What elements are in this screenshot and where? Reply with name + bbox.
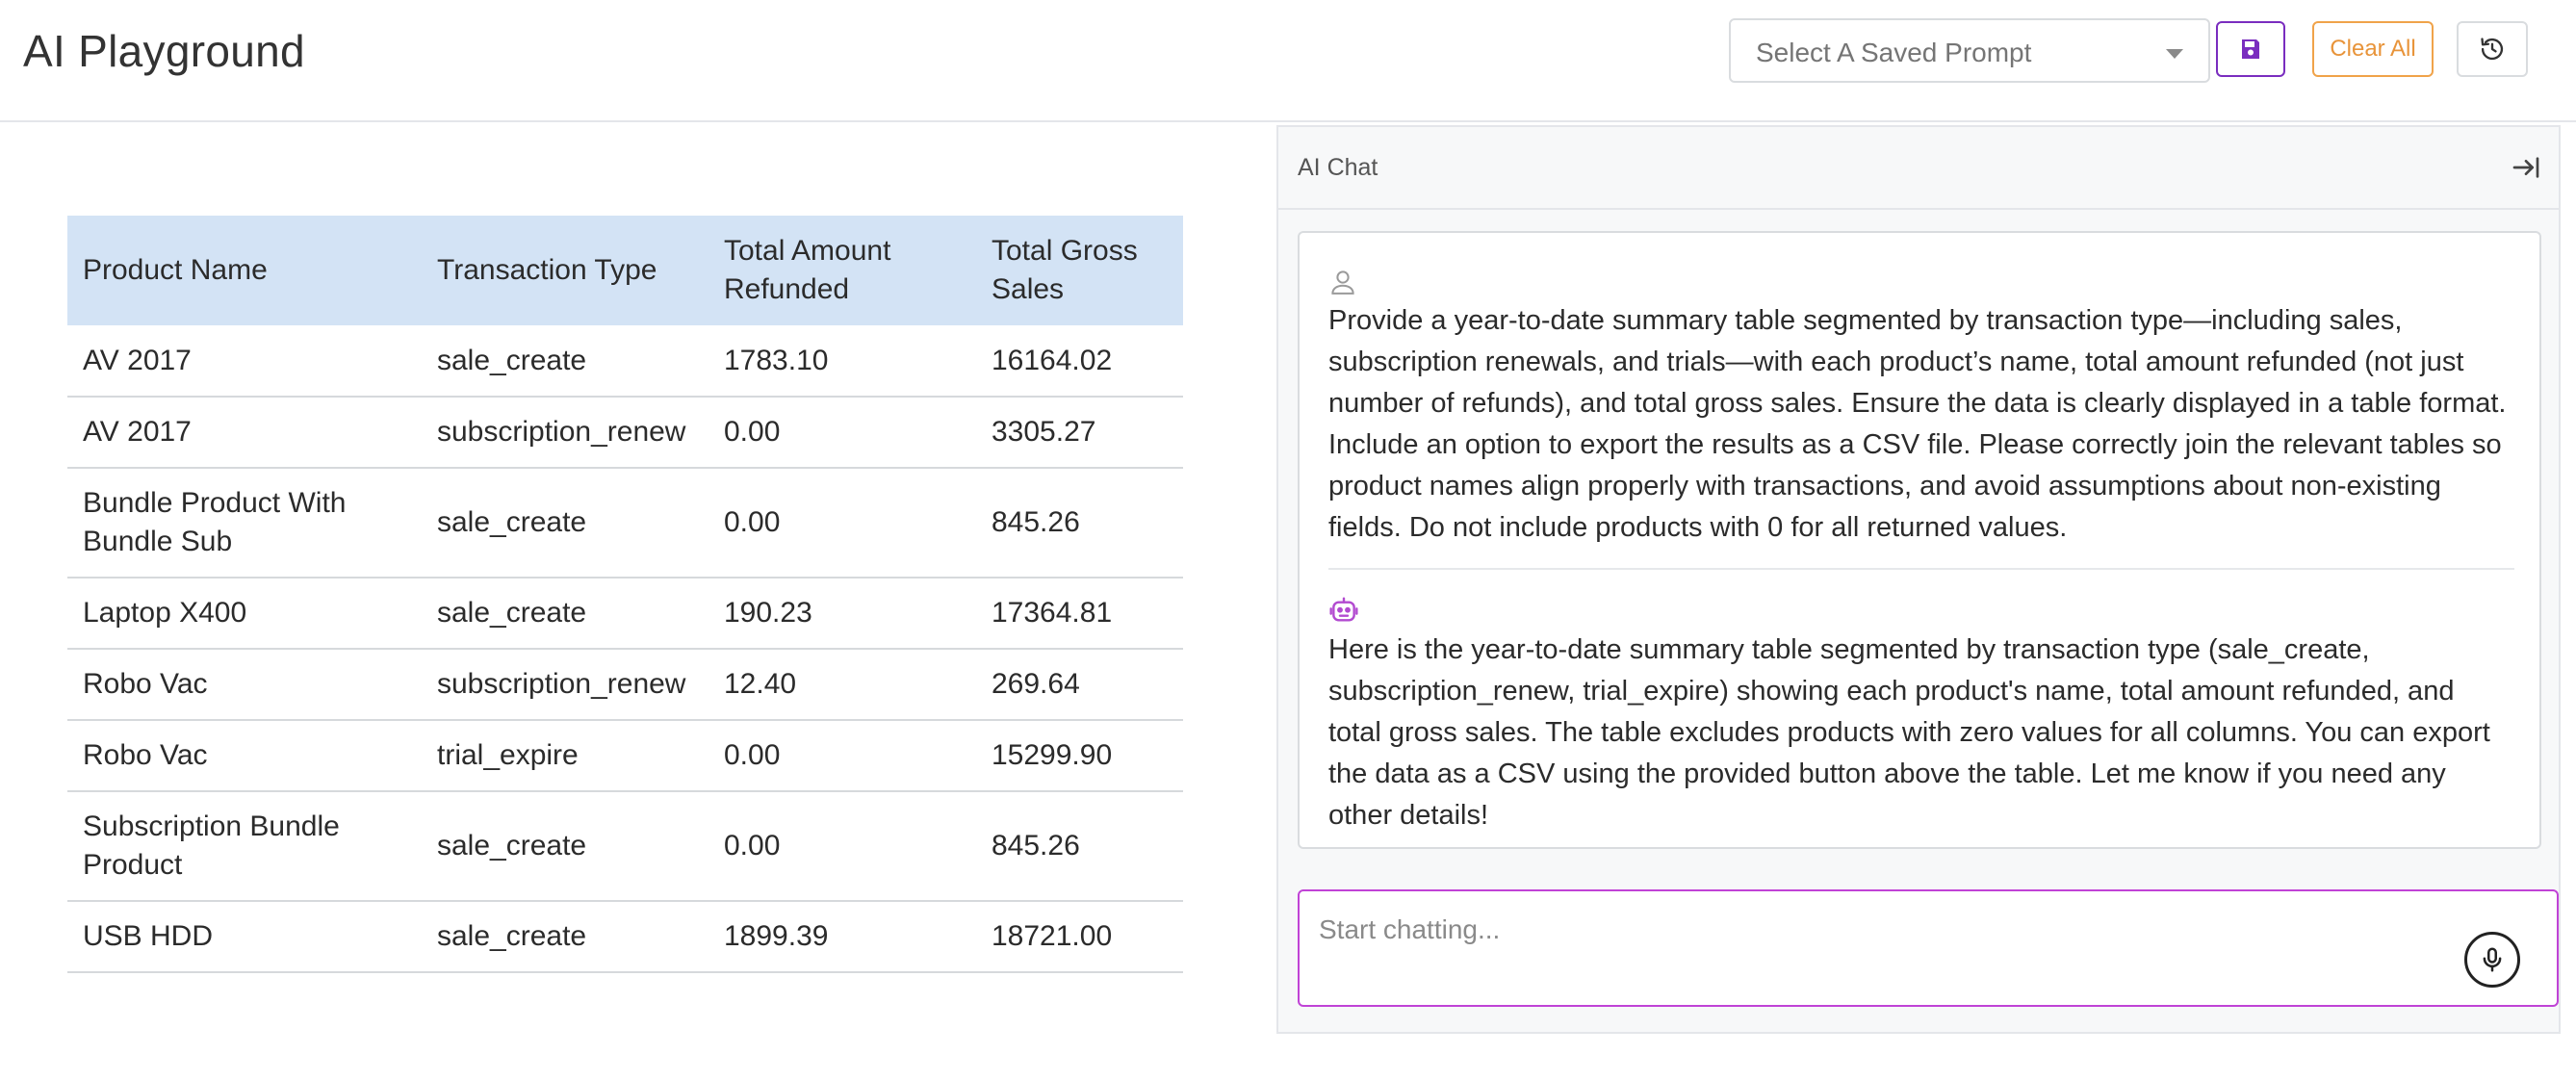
cell-transaction-type: subscription_renew — [422, 397, 708, 469]
microphone-icon — [2483, 947, 2502, 972]
cell-product-name: Laptop X400 — [67, 578, 422, 650]
ai-message-text: Here is the year-to-date summary table s… — [1328, 634, 2490, 831]
cell-product-name: Robo Vac — [67, 720, 422, 792]
collapse-right-icon — [2512, 157, 2539, 178]
column-header-transaction-type[interactable]: Transaction Type — [437, 254, 657, 286]
cell-transaction-type: sale_create — [422, 325, 708, 398]
floppy-disk-icon — [2242, 39, 2259, 59]
user-message: Provide a year-to-date summary table seg… — [1328, 266, 2514, 549]
history-icon — [2481, 38, 2504, 61]
cell-product-name: Subscription Bundle Product — [67, 791, 422, 902]
cell-transaction-type: sale_create — [422, 468, 708, 579]
cell-total-gross-sales: 269.64 — [976, 649, 1183, 721]
message-divider — [1328, 568, 2514, 570]
cell-transaction-type: trial_expire — [422, 720, 708, 792]
cell-product-name: Bundle Product With Bundle Sub — [67, 468, 422, 579]
table-row: Subscription Bundle Product sale_create … — [67, 791, 1183, 902]
cell-product-name: Robo Vac — [67, 649, 422, 721]
column-header-product-name[interactable]: Product Name — [83, 254, 268, 286]
cell-product-name: USB HDD — [67, 901, 422, 973]
cell-total-gross-sales: 17364.81 — [976, 578, 1183, 650]
chat-input[interactable]: Start chatting... — [1298, 889, 2559, 1007]
cell-total-gross-sales: 845.26 — [976, 468, 1183, 579]
saved-prompt-select[interactable]: Select A Saved Prompt — [1729, 18, 2210, 83]
cell-product-name: AV 2017 — [67, 325, 422, 398]
table-row: AV 2017 sale_create 1783.10 16164.02 — [67, 325, 1183, 398]
cell-total-refunded: 1783.10 — [708, 325, 976, 398]
table-row: USB HDD sale_create 1899.39 18721.00 — [67, 901, 1183, 973]
cell-transaction-type: sale_create — [422, 578, 708, 650]
user-message-text: Provide a year-to-date summary table seg… — [1328, 305, 2507, 543]
cell-total-gross-sales: 845.26 — [976, 791, 1183, 902]
ai-message: Here is the year-to-date summary table s… — [1328, 595, 2514, 836]
column-header-total-gross-sales[interactable]: Total Gross Sales — [992, 235, 1138, 305]
cell-total-refunded: 12.40 — [708, 649, 976, 721]
summary-table: Product Name Transaction Type Total Amou… — [67, 216, 1183, 973]
cell-total-gross-sales: 16164.02 — [976, 325, 1183, 398]
clear-all-button[interactable]: Clear All — [2312, 21, 2434, 77]
column-header-total-refunded[interactable]: Total Amount Refunded — [724, 235, 891, 305]
cell-total-refunded: 0.00 — [708, 791, 976, 902]
save-prompt-button[interactable] — [2216, 21, 2285, 77]
chat-title: AI Chat — [1298, 154, 1378, 181]
cell-total-refunded: 190.23 — [708, 578, 976, 650]
table-row: Laptop X400 sale_create 190.23 17364.81 — [67, 578, 1183, 650]
microphone-button[interactable] — [2464, 932, 2520, 988]
cell-total-refunded: 0.00 — [708, 468, 976, 579]
cell-product-name: AV 2017 — [67, 397, 422, 469]
cell-transaction-type: sale_create — [422, 901, 708, 973]
table-row: AV 2017 subscription_renew 0.00 3305.27 — [67, 397, 1183, 469]
chevron-down-icon — [2166, 49, 2183, 59]
cell-transaction-type: subscription_renew — [422, 649, 708, 721]
robot-icon — [1329, 597, 1358, 622]
collapse-chat-button[interactable] — [2507, 148, 2545, 187]
top-header: AI Playground Select A Saved Prompt Clea… — [0, 0, 2576, 122]
chat-header: AI Chat — [1278, 127, 2559, 210]
cell-total-refunded: 0.00 — [708, 397, 976, 469]
table-row: Robo Vac subscription_renew 12.40 269.64 — [67, 649, 1183, 721]
user-outline-icon — [1331, 270, 1354, 295]
cell-total-gross-sales: 18721.00 — [976, 901, 1183, 973]
page-title: AI Playground — [23, 26, 305, 76]
cell-total-refunded: 0.00 — [708, 720, 976, 792]
cell-total-gross-sales: 15299.90 — [976, 720, 1183, 792]
table-row: Bundle Product With Bundle Sub sale_crea… — [67, 468, 1183, 579]
chat-input-placeholder: Start chatting... — [1319, 914, 1501, 944]
table-row: Robo Vac trial_expire 0.00 15299.90 — [67, 720, 1183, 792]
saved-prompt-placeholder: Select A Saved Prompt — [1756, 38, 2032, 67]
cell-total-gross-sales: 3305.27 — [976, 397, 1183, 469]
chat-messages[interactable]: Provide a year-to-date summary table seg… — [1298, 231, 2541, 849]
cell-transaction-type: sale_create — [422, 791, 708, 902]
table-header-row: Product Name Transaction Type Total Amou… — [67, 216, 1183, 325]
history-button[interactable] — [2457, 21, 2528, 77]
cell-total-refunded: 1899.39 — [708, 901, 976, 973]
ai-chat-panel: AI Chat Provide a year-to-date summary t… — [1276, 125, 2561, 1034]
